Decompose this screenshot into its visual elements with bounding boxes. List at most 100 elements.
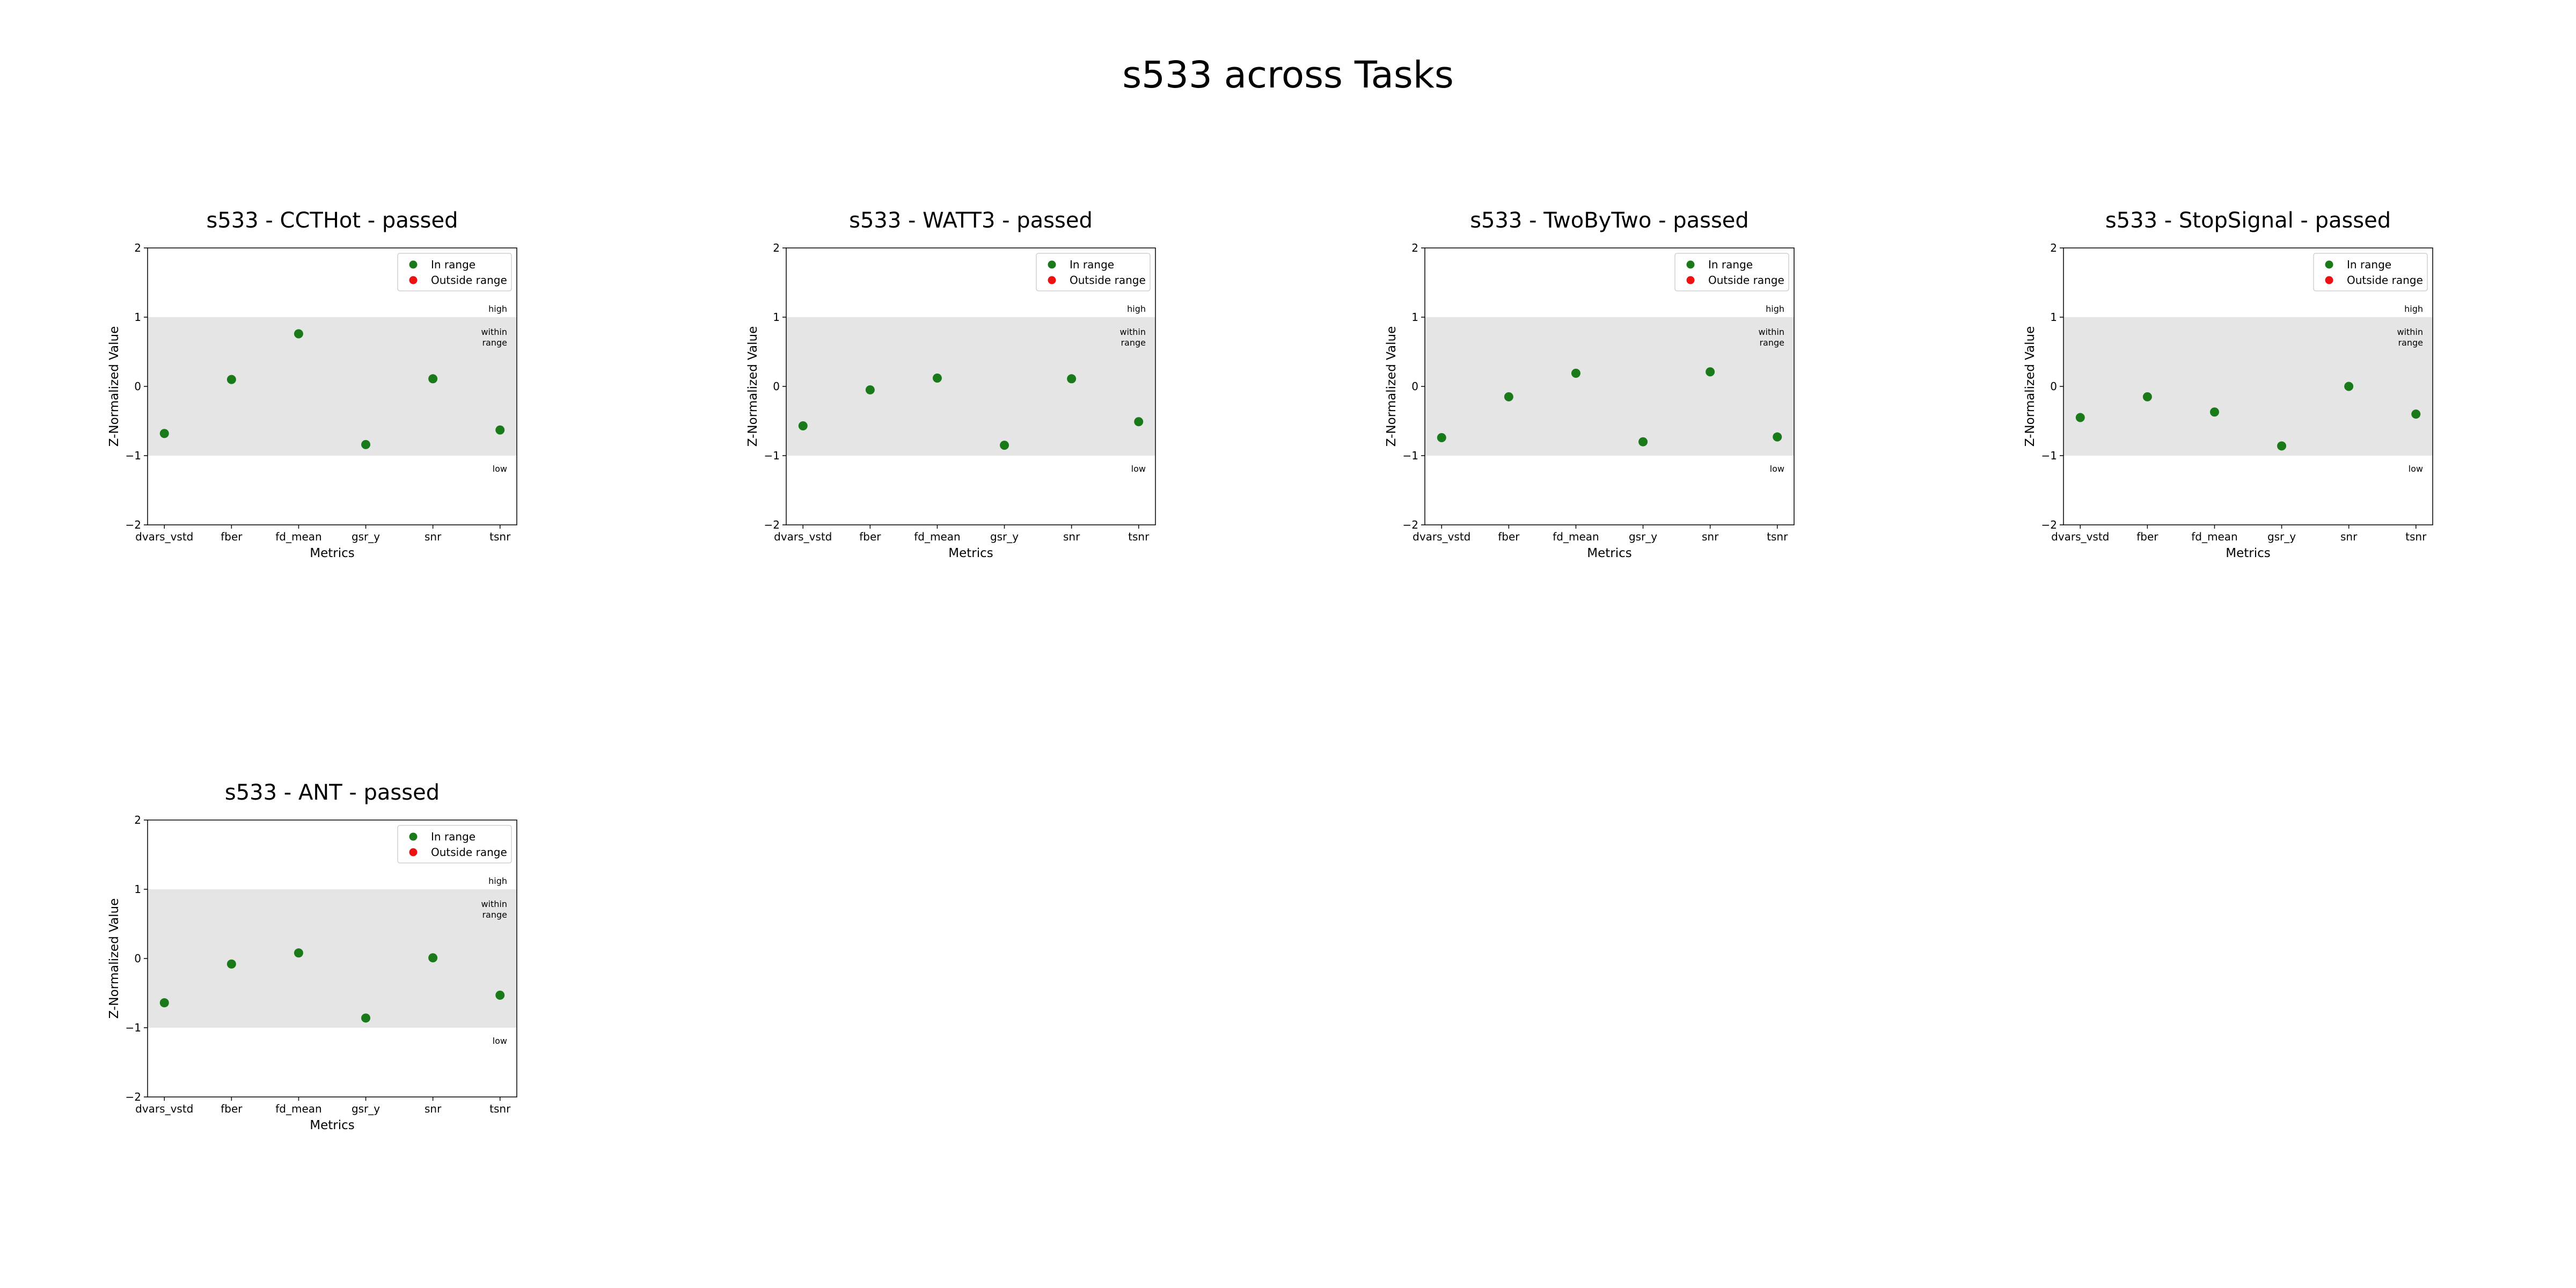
data-point: [159, 998, 169, 1008]
data-point: [1000, 441, 1009, 450]
data-point: [495, 990, 505, 1000]
y-tick-label: 1: [1411, 311, 1418, 324]
data-point: [2142, 392, 2152, 401]
plot-frame: [786, 247, 1156, 525]
data-point: [2277, 441, 2287, 451]
x-tick-label: fber: [221, 530, 243, 543]
x-tick-label: snr: [425, 1102, 442, 1115]
plot-frame: [2063, 247, 2433, 525]
x-axis-label: Metrics: [310, 546, 355, 560]
legend-label-outside-range: Outside range: [1070, 274, 1146, 287]
x-tick-label: dvars_vstd: [135, 530, 193, 543]
y-tick-label: 0: [773, 380, 780, 393]
y-tick-label: −1: [1403, 449, 1418, 462]
legend-label-outside-range: Outside range: [431, 846, 507, 859]
data-point: [1134, 417, 1144, 427]
legend-marker-outside-range: [1686, 276, 1695, 284]
subplot-title: s533 - StopSignal - passed: [2105, 208, 2391, 233]
legend-marker-outside-range: [409, 276, 418, 284]
data-point: [1067, 374, 1077, 384]
data-point: [2411, 409, 2421, 419]
within-range-band: [786, 317, 1155, 456]
plot-frame: [147, 247, 517, 525]
x-tick-label: tsnr: [1128, 530, 1150, 543]
band-label-high: high: [488, 876, 507, 886]
band-label-high: high: [2404, 304, 2423, 314]
legend-box: [397, 253, 512, 291]
data-point: [1706, 367, 1715, 377]
data-point: [428, 953, 438, 963]
band-label-within: within: [1119, 327, 1146, 337]
subplot-title: s533 - WATT3 - passed: [849, 208, 1093, 233]
y-tick-label: 1: [773, 311, 780, 324]
x-tick-label: tsnr: [489, 530, 511, 543]
y-tick-label: −2: [764, 518, 780, 531]
y-tick-label: −1: [2041, 449, 2057, 462]
x-tick-label: snr: [1702, 530, 1719, 543]
within-range-band: [148, 889, 517, 1028]
data-point: [2209, 407, 2219, 417]
y-axis-label: Z-Normalized Value: [2023, 326, 2037, 447]
x-tick-label: fber: [1498, 530, 1520, 543]
band-label-within: within: [481, 327, 507, 337]
x-tick-label: gsr_y: [352, 530, 380, 543]
legend-box: [1674, 253, 1789, 291]
band-label-range: range: [1759, 338, 1784, 348]
legend-label-in-range: In range: [1708, 258, 1753, 271]
y-tick-label: 0: [1411, 380, 1418, 393]
x-tick-label: dvars_vstd: [2051, 530, 2109, 543]
legend-marker-in-range: [409, 832, 418, 841]
x-tick-label: gsr_y: [1629, 530, 1657, 543]
within-range-band: [1425, 317, 1794, 456]
subplot-title: s533 - ANT - passed: [225, 780, 440, 805]
data-point: [1504, 392, 1513, 401]
legend-marker-outside-range: [2325, 276, 2333, 284]
y-tick-label: 1: [134, 311, 141, 324]
y-tick-label: 1: [134, 883, 141, 896]
band-label-range: range: [482, 338, 507, 348]
within-range-band: [2063, 317, 2433, 456]
x-tick-label: fd_mean: [275, 530, 321, 543]
subplot-title: s533 - CCTHot - passed: [206, 208, 458, 233]
legend-box: [1036, 253, 1151, 291]
x-tick-label: fd_mean: [914, 530, 960, 543]
x-tick-label: dvars_vstd: [774, 530, 832, 543]
data-point: [428, 374, 438, 384]
within-range-band: [148, 317, 517, 456]
x-axis-label: Metrics: [948, 546, 993, 560]
x-tick-label: snr: [2340, 530, 2358, 543]
band-label-high: high: [488, 304, 507, 314]
band-label-high: high: [1127, 304, 1146, 314]
y-tick-label: −1: [126, 1021, 141, 1034]
data-point: [2075, 413, 2085, 422]
x-tick-label: fd_mean: [2191, 530, 2237, 543]
x-axis-label: Metrics: [310, 1118, 355, 1132]
band-label-range: range: [1121, 338, 1146, 348]
data-point: [2344, 382, 2354, 391]
legend-marker-outside-range: [1048, 276, 1056, 284]
legend-label-outside-range: Outside range: [1708, 274, 1784, 287]
y-tick-label: −2: [126, 518, 141, 531]
band-label-high: high: [1766, 304, 1784, 314]
y-tick-label: 2: [134, 241, 141, 254]
y-tick-label: 2: [134, 814, 141, 826]
y-tick-label: −1: [126, 449, 141, 462]
data-point: [1571, 368, 1580, 378]
y-axis-label: Z-Normalized Value: [107, 326, 121, 447]
y-tick-label: 2: [1411, 241, 1418, 254]
band-label-low: low: [2409, 464, 2423, 474]
legend-box: [397, 825, 512, 863]
band-label-within: within: [2397, 327, 2423, 337]
y-tick-label: −2: [1403, 518, 1418, 531]
legend-label-in-range: In range: [2347, 258, 2391, 271]
x-tick-label: gsr_y: [990, 530, 1019, 543]
data-point: [361, 440, 371, 449]
data-point: [495, 425, 505, 435]
legend-box: [2313, 253, 2428, 291]
legend-label-in-range: In range: [1070, 258, 1114, 271]
subplot-title: s533 - TwoByTwo - passed: [1470, 208, 1749, 233]
data-point: [1773, 432, 1782, 442]
